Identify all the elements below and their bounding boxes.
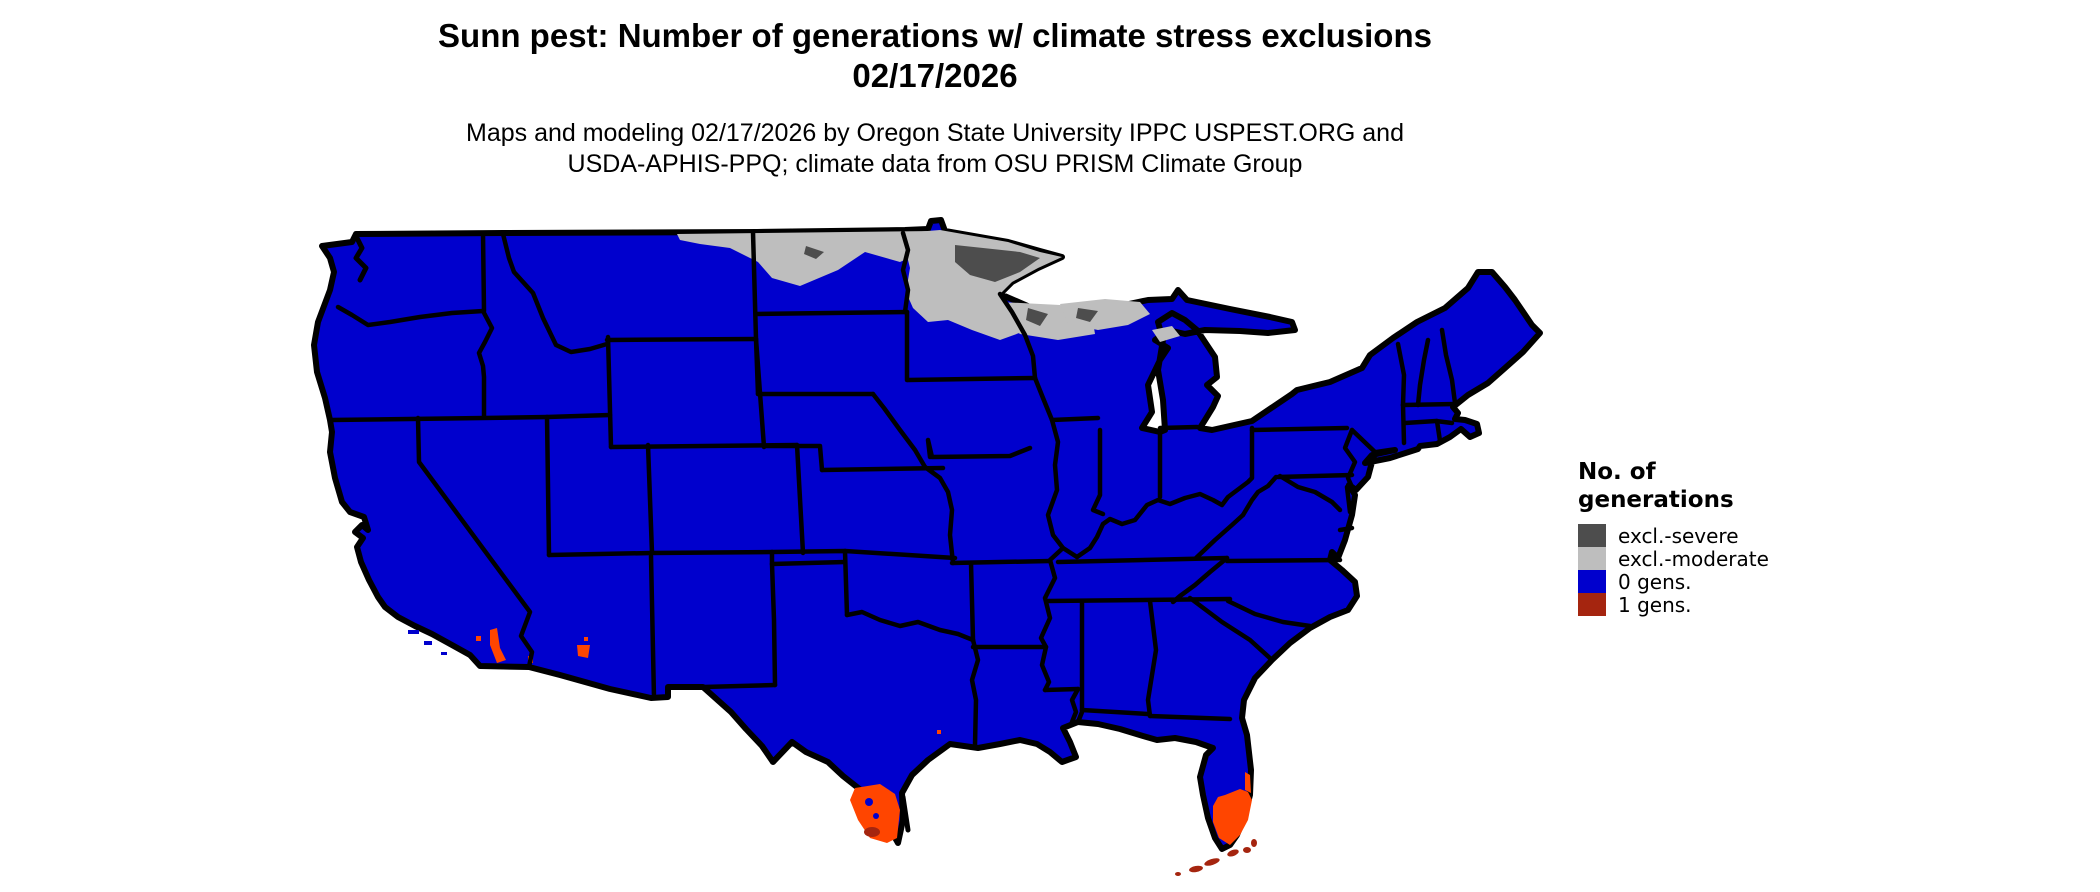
offshore-islands (408, 630, 911, 833)
legend-row-severe: excl.-severe (1578, 523, 1878, 548)
legend-label-severe: excl.-severe (1618, 523, 1739, 548)
legend-label-moderate: excl.-moderate (1618, 546, 1769, 571)
legend-label-gen0: 0 gens. (1618, 569, 1692, 594)
legend-swatch-gen0 (1578, 570, 1606, 593)
hotspot-orange-patches (476, 628, 1252, 845)
map-header: Sunn pest: Number of generations w/ clim… (0, 16, 1870, 180)
exclusion-severe-patches (804, 245, 1098, 326)
state-borders (327, 229, 1458, 748)
us-outline (311, 217, 1543, 852)
legend-swatch-moderate (1578, 547, 1606, 570)
legend-label-gen1: 1 gens. (1618, 592, 1692, 617)
page-title-date: 02/17/2026 (852, 57, 1018, 94)
legend-swatch-gen1 (1578, 593, 1606, 616)
legend-swatch-severe (1578, 524, 1606, 547)
legend-items: excl.-severe excl.-moderate 0 gens. 1 ge… (1578, 523, 1878, 617)
legend-row-gen1: 1 gens. (1578, 592, 1878, 617)
legend-title-line2: generations (1578, 487, 1734, 513)
legend-title-line1: No. of (1578, 459, 1656, 485)
puget-sound (353, 233, 369, 283)
map-legend: No. of generations excl.-severe excl.-mo… (1578, 458, 1878, 617)
florida-keys-patches (1175, 839, 1257, 876)
subtitle-line1: Maps and modeling 02/17/2026 by Oregon S… (466, 119, 1404, 147)
subtitle-line2: USDA-APHIS-PPQ; climate data from OSU PR… (567, 150, 1303, 178)
page-title: Sunn pest: Number of generations w/ clim… (438, 17, 1432, 54)
legend-row-gen0: 0 gens. (1578, 569, 1878, 594)
legend-row-moderate: excl.-moderate (1578, 546, 1878, 571)
